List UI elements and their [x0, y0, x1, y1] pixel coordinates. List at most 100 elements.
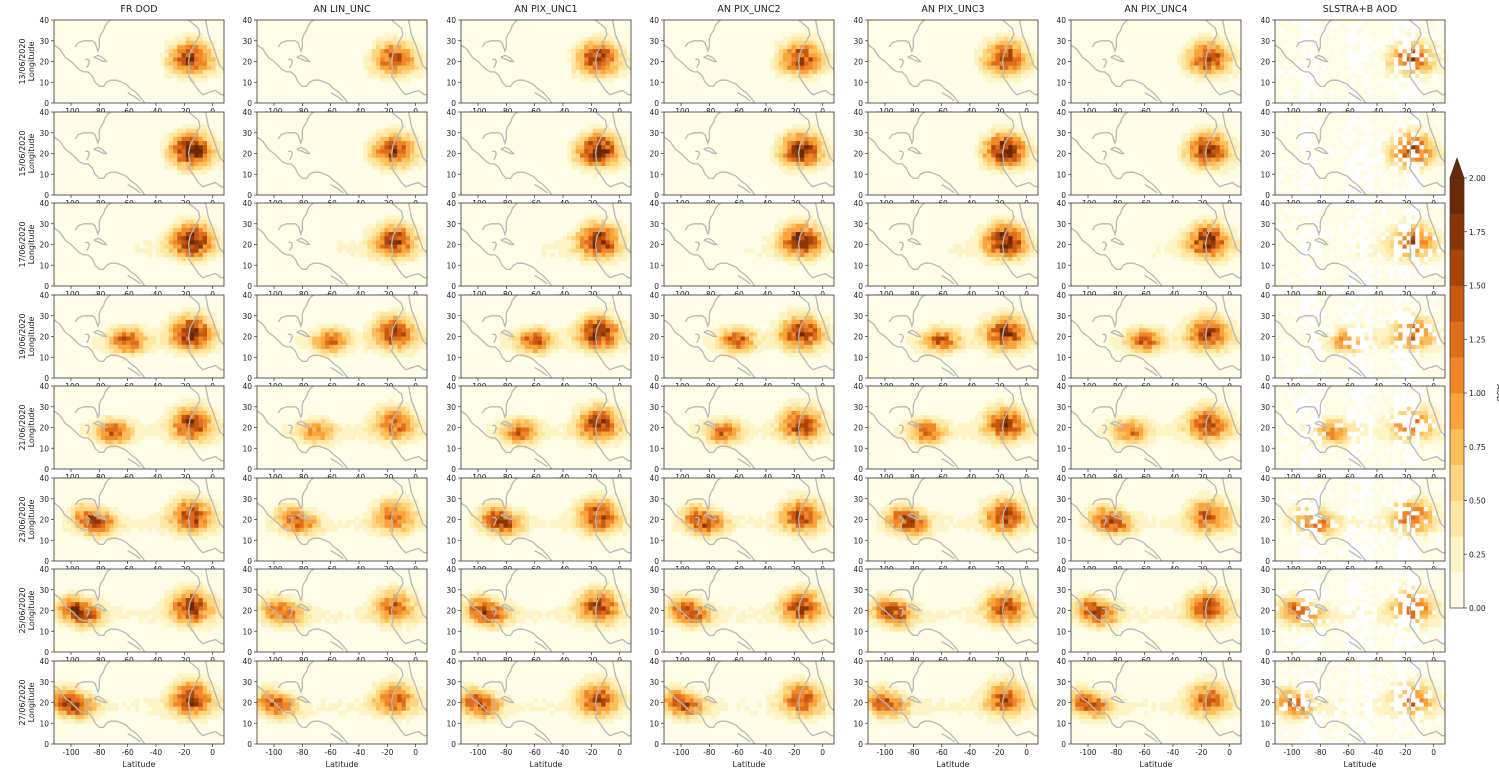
- aod-cell: [215, 252, 221, 258]
- aod-cell: [614, 44, 619, 50]
- aod-cell: [605, 236, 611, 241]
- aod-cell: [401, 324, 407, 329]
- aod-cell: [380, 248, 385, 254]
- aod-cell: [367, 598, 373, 603]
- aod-cell: [194, 498, 199, 504]
- aod-cell: [75, 702, 80, 707]
- aod-cell: [282, 706, 288, 712]
- aod-cell: [401, 336, 407, 341]
- aod-cell: [126, 515, 131, 520]
- aod-field: [282, 398, 427, 449]
- aod-cell: [207, 614, 212, 620]
- aod-cell: [299, 527, 305, 533]
- aod-cell: [329, 614, 334, 620]
- aod-cell: [584, 132, 589, 138]
- aod-cell: [147, 240, 153, 245]
- aod-cell: [380, 690, 385, 695]
- aod-cell: [160, 328, 165, 333]
- aod-cell: [92, 610, 97, 615]
- aod-cell: [88, 519, 93, 524]
- aod-cell: [134, 519, 140, 524]
- aod-cell: [371, 348, 377, 354]
- aod-cell: [614, 406, 619, 412]
- coastline-path: [85, 241, 91, 252]
- x-tick-label: -60: [325, 290, 337, 299]
- aod-cell: [401, 124, 407, 129]
- aod-cell: [575, 324, 581, 329]
- aod-cell: [367, 236, 373, 241]
- aod-cell: [211, 681, 216, 687]
- aod-cell: [584, 336, 589, 341]
- aod-cell: [410, 681, 415, 687]
- column-title: FR DOD: [120, 4, 157, 15]
- aod-cell: [405, 677, 411, 683]
- aod-cell: [384, 340, 390, 346]
- aod-cell: [350, 435, 356, 441]
- aod-cell: [601, 53, 606, 58]
- aod-cell: [605, 49, 611, 54]
- aod-cell: [567, 256, 572, 262]
- aod-cell: [211, 340, 216, 346]
- aod-cell: [190, 149, 195, 154]
- y-tick-label: 30: [242, 678, 252, 687]
- aod-cell: [130, 702, 136, 707]
- aod-cell: [405, 714, 411, 720]
- aod-cell: [198, 49, 204, 54]
- aod-cell: [105, 515, 110, 520]
- aod-cell: [614, 69, 619, 75]
- aod-cell: [274, 618, 279, 624]
- aod-cell: [190, 153, 195, 158]
- aod-cell: [62, 706, 68, 712]
- aod-cell: [168, 44, 174, 50]
- aod-cell: [207, 406, 212, 412]
- coastline-path: [277, 661, 315, 695]
- aod-cell: [388, 698, 394, 703]
- aod-cell: [164, 161, 170, 167]
- aod-cell: [592, 319, 598, 325]
- aod-cell: [164, 519, 170, 524]
- aod-cell: [194, 593, 199, 599]
- coastline-path: [407, 203, 427, 254]
- aod-cell: [299, 336, 305, 341]
- aod-cell: [384, 423, 390, 428]
- aod-cell: [520, 344, 526, 350]
- aod-cell: [393, 519, 398, 524]
- aod-cell: [194, 585, 199, 591]
- aod-cell: [173, 136, 178, 142]
- aod-cell: [130, 439, 136, 445]
- aod-cell: [418, 507, 424, 512]
- aod-cell: [609, 248, 615, 254]
- aod-cell: [219, 610, 224, 615]
- aod-cell: [126, 353, 131, 358]
- aod-cell: [558, 252, 564, 258]
- aod-cell: [274, 614, 279, 620]
- aod-cell: [571, 319, 577, 325]
- aod-cell: [79, 527, 85, 533]
- aod-cell: [367, 141, 373, 146]
- aod-cell: [575, 149, 581, 154]
- aod-cell: [278, 527, 283, 533]
- aod-cell: [380, 507, 385, 512]
- aod-cell: [380, 410, 385, 416]
- aod-cell: [529, 332, 534, 337]
- aod-cell: [207, 589, 212, 595]
- aod-cell: [194, 706, 199, 712]
- aod-cell: [177, 423, 182, 428]
- aod-cell: [173, 240, 178, 245]
- aod-cell: [393, 65, 398, 71]
- aod-cell: [308, 523, 313, 529]
- aod-cell: [342, 328, 347, 333]
- aod-cell: [580, 236, 585, 241]
- aod-cell: [282, 710, 288, 716]
- aod-cell: [376, 332, 381, 337]
- aod-cell: [418, 61, 424, 66]
- aod-cell: [105, 531, 110, 537]
- aod-cell: [202, 606, 208, 611]
- aod-cell: [211, 439, 216, 445]
- aod-cell: [113, 415, 119, 420]
- aod-cell: [299, 519, 305, 524]
- aod-cell: [62, 694, 68, 699]
- aod-cell: [105, 444, 110, 449]
- aod-cell: [185, 244, 191, 249]
